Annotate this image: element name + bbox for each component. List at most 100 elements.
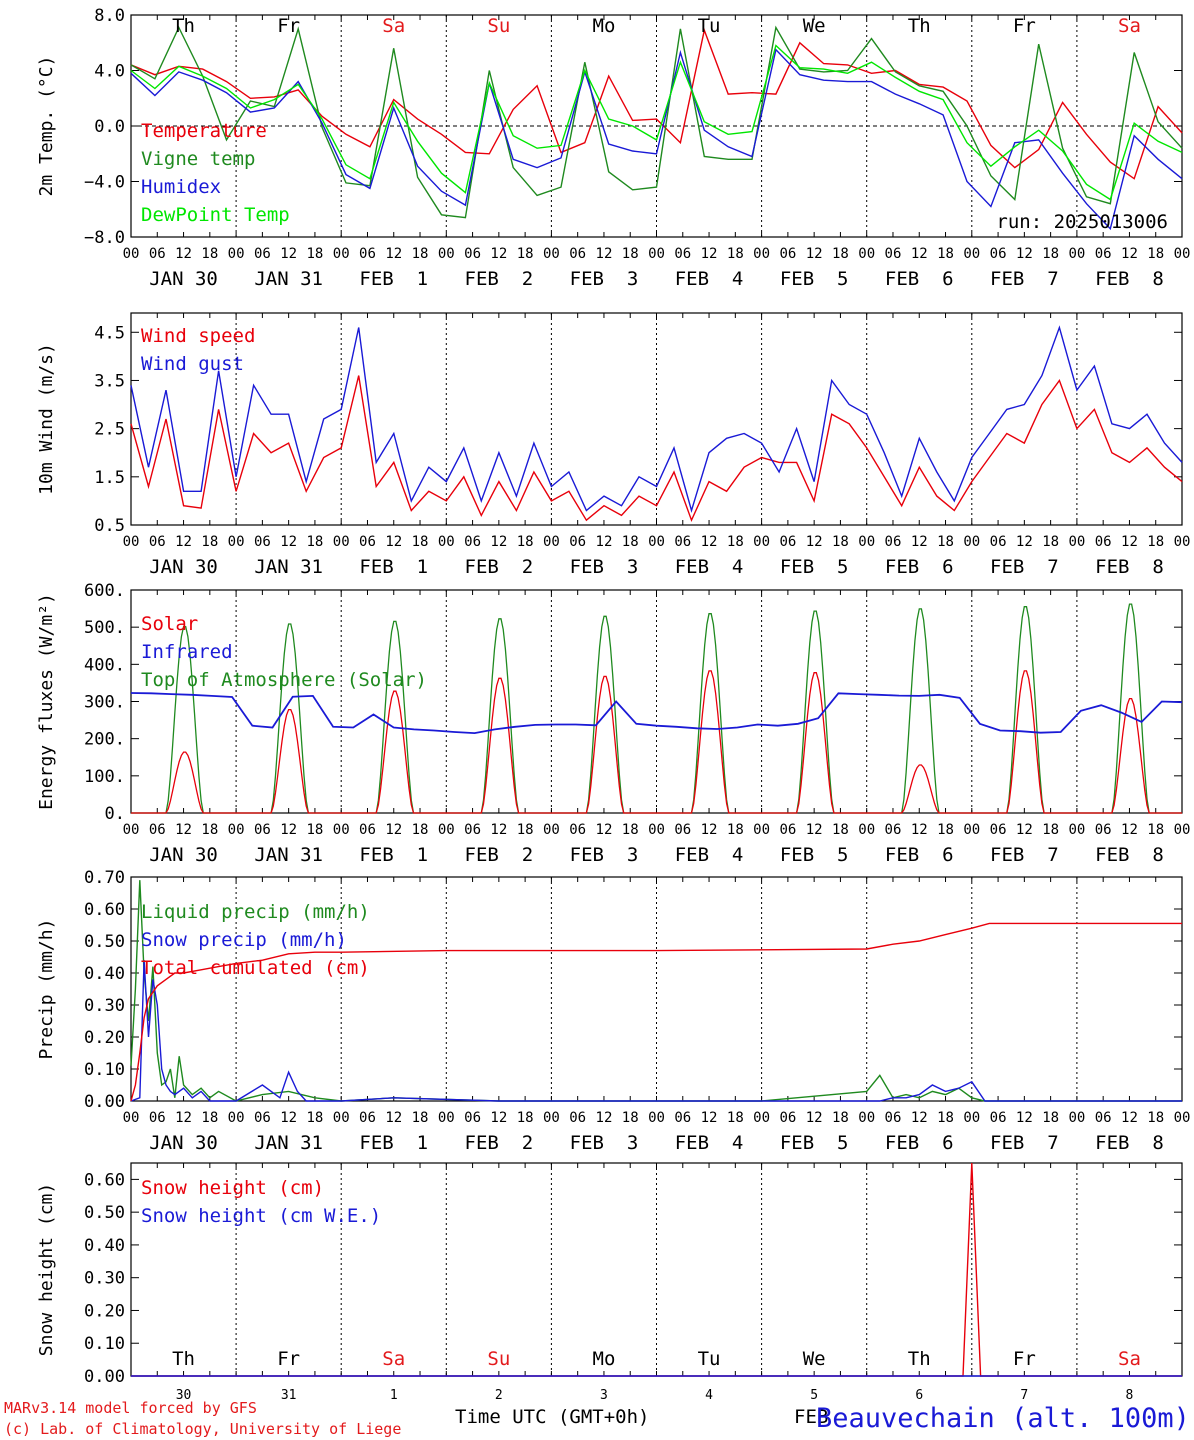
hour-tick-label: 06 [1095,1110,1112,1126]
day-number-label: 4 [705,1388,713,1403]
y-axis-label: 2m Temp. (°C) [36,56,57,197]
hour-tick-label: 18 [1147,1110,1164,1126]
hour-tick-label: 00 [228,1110,245,1126]
hour-tick-label: 12 [701,822,718,838]
y-tick-label: 200. [84,730,125,750]
hour-tick-label: 12 [1121,534,1138,550]
hour-tick-label: 00 [1174,1110,1191,1126]
date-label: FEB 4 [675,556,744,578]
footer: MARv3.14 model forced by GFS (c) Lab. of… [4,1399,1190,1438]
hour-tick-label: 12 [385,822,402,838]
hour-tick-label: 00 [543,246,560,262]
hour-tick-label: 18 [727,822,744,838]
hour-tick-label: 18 [1042,246,1059,262]
hour-tick-label: 18 [306,534,323,550]
hour-tick-label: 12 [490,246,507,262]
day-of-week-label: Sa [1118,15,1141,37]
hour-tick-label: 06 [779,822,796,838]
date-label: FEB 7 [990,1132,1059,1154]
date-label: FEB 7 [990,268,1059,290]
hour-tick-label: 06 [149,534,166,550]
date-label: FEB 5 [780,268,849,290]
legend-entry: Total cumulated (cm) [141,957,370,979]
hour-tick-label: 00 [858,822,875,838]
hour-tick-label: 06 [149,1110,166,1126]
date-label: JAN 30 [149,844,218,866]
hour-tick-label: 00 [648,822,665,838]
hour-tick-label: 00 [333,534,350,550]
y-tick-label: 0.00 [84,1092,125,1112]
hour-tick-label: 00 [438,246,455,262]
hour-tick-label: 00 [858,534,875,550]
day-number-label: 31 [281,1388,297,1403]
hour-tick-label: 12 [701,534,718,550]
hour-tick-label: 18 [412,1110,429,1126]
day-number-label: 8 [1126,1388,1134,1403]
hour-tick-label: 00 [1174,822,1191,838]
hour-tick-label: 06 [359,534,376,550]
day-of-week-label: Tu [698,1348,721,1370]
day-of-week-label: Th [908,1348,931,1370]
hour-tick-label: 12 [385,534,402,550]
hour-tick-label: 18 [412,822,429,838]
y-axis-label: Energy fluxes (W/m²) [36,593,57,810]
hour-tick-label: 12 [596,822,613,838]
hour-tick-label: 18 [727,1110,744,1126]
date-label: FEB 6 [885,1132,954,1154]
hour-tick-label: 18 [201,822,218,838]
date-label: FEB 4 [675,1132,744,1154]
hour-tick-label: 06 [674,246,691,262]
hour-tick-label: 18 [1042,822,1059,838]
date-label: FEB 3 [570,556,639,578]
hour-tick-label: 00 [543,534,560,550]
hour-tick-label: 12 [1121,1110,1138,1126]
y-tick-label: 100. [84,767,125,787]
hour-tick-label: 12 [280,822,297,838]
hour-tick-label: 06 [1095,822,1112,838]
series-vigne-temp [130,25,1183,219]
hour-tick-label: 12 [911,534,928,550]
y-tick-label: 0.50 [84,932,125,952]
hour-tick-label: 18 [622,534,639,550]
date-label: FEB 8 [1095,556,1164,578]
hour-tick-label: 00 [123,1110,140,1126]
day-of-week-label: Sa [382,1348,405,1370]
day-of-week-label: Th [172,15,195,37]
hour-tick-label: 00 [228,822,245,838]
hour-tick-label: 18 [412,246,429,262]
date-label: JAN 30 [149,268,218,290]
run-label: run: 2025013006 [996,211,1168,233]
hour-tick-label: 18 [727,534,744,550]
date-label: JAN 31 [254,1132,323,1154]
hour-tick-label: 00 [333,822,350,838]
hour-tick-label: 00 [753,1110,770,1126]
y-tick-label: 500. [84,618,125,638]
hour-tick-label: 12 [175,534,192,550]
hour-tick-label: 06 [885,534,902,550]
date-label: FEB 2 [465,1132,534,1154]
hour-tick-label: 06 [464,246,481,262]
date-label: FEB 2 [465,844,534,866]
series-wind-gust [130,325,1183,514]
hour-tick-label: 18 [832,534,849,550]
hour-tick-label: 00 [858,246,875,262]
day-of-week-label: Fr [277,15,300,37]
series-total-cumulated-cm- [130,922,1182,1102]
date-label: FEB 5 [780,844,849,866]
hour-tick-label: 00 [228,534,245,550]
day-of-week-label: Mo [593,15,616,37]
hour-tick-label: 00 [963,246,980,262]
legend-entry: Wind speed [141,325,255,347]
hour-tick-label: 12 [1016,1110,1033,1126]
series-wind-speed [130,375,1183,523]
legend-entry: Vigne temp [141,148,255,170]
hour-tick-label: 18 [517,246,534,262]
hour-tick-label: 12 [701,246,718,262]
station-title: Beauvechain (alt. 100m) [816,1403,1190,1434]
hour-tick-label: 12 [490,534,507,550]
hour-tick-label: 06 [674,822,691,838]
hour-tick-label: 18 [306,246,323,262]
series-temperature [130,27,1183,180]
hour-tick-label: 06 [674,534,691,550]
hour-tick-label: 18 [1147,822,1164,838]
